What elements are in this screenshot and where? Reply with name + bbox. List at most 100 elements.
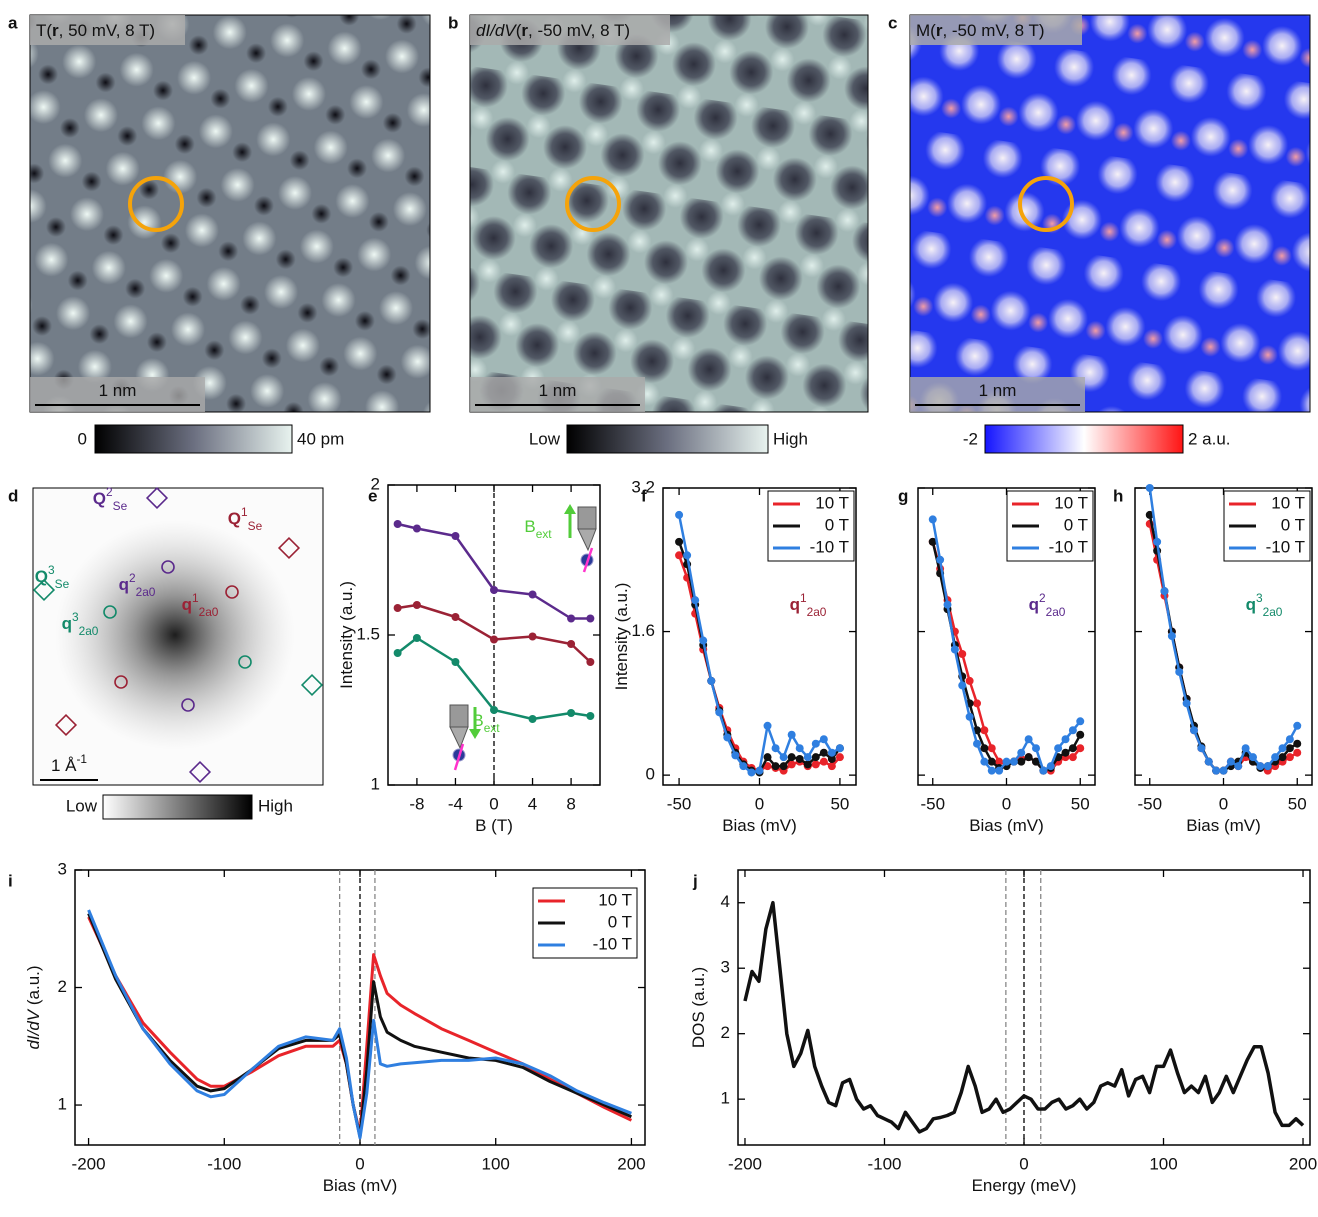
text-part: 2 [106,485,113,499]
text-part: dI/dV [24,1008,43,1049]
data-point [1160,587,1169,596]
x-tick-label: -50 [1137,794,1162,813]
scale-box [470,377,645,412]
y-tick-label: 3.2 [631,477,655,496]
data-point [1068,744,1077,753]
data-point [995,766,1004,775]
data-point [1293,721,1302,730]
x-tick-label: 0 [1219,794,1228,813]
map-title: M(r, -50 mV, 8 T) [916,21,1045,40]
panel-letter: f [641,486,647,505]
x-tick-label: 0 [1019,1154,1028,1173]
data-point [980,757,989,766]
data-point [1271,753,1280,762]
text-part: 1 Å [51,756,77,775]
data-point [691,596,700,605]
data-point [528,715,537,723]
panel-letter: i [8,871,13,890]
data-point [586,658,595,666]
peak-label: q32a0 [62,610,99,638]
legend-label: 0 T [608,912,632,931]
data-point [835,753,844,762]
data-point [1293,748,1302,757]
data-point [787,760,796,769]
data-point [1054,744,1063,753]
panel-letter: a [8,13,18,32]
peak-label: q12a0 [182,591,219,619]
text-part: Bias (mV) [722,816,797,835]
legend-label: 10 T [1271,493,1305,512]
data-point [1241,744,1250,753]
scale-label: 1 nm [99,381,137,400]
data-point [1076,730,1085,739]
data-point [1285,753,1294,762]
annotation: q32a0 [1246,591,1283,619]
data-point [811,753,820,762]
text-part: 2 [1039,591,1046,605]
data-point [393,649,402,657]
stm-map [29,14,431,413]
x-tick-label: -100 [867,1154,901,1173]
y-tick-label: 2 [721,1023,730,1042]
y-tick-label: 2 [58,977,67,996]
colorbar-label: 40 pm [297,429,344,448]
data-point [747,768,756,777]
text-part: T( [36,21,52,40]
data-point [987,744,996,753]
x-tick-label: 4 [528,794,537,813]
y-tick-label: 4 [721,892,730,911]
text-part: 2a0 [136,585,156,599]
data-point [965,712,974,721]
data-point [779,762,788,771]
text-part: q [790,595,800,614]
panel-letter: g [898,486,908,505]
data-point [763,721,772,730]
panel-letter: c [888,13,897,32]
x-tick-label: 0 [355,1154,364,1173]
text-part: 1 nm [99,381,137,400]
data-point [943,600,952,609]
text-part: Bias (mV) [323,1176,398,1195]
data-point [827,754,836,763]
text-part: 3 [48,563,55,577]
data-point [1234,762,1243,771]
annotation: q12a0 [790,591,827,619]
colorbar-label: Low [529,429,561,448]
peak-label: Q1Se [228,505,263,533]
colorbar [984,424,1184,454]
data-point [827,762,836,771]
data-point [490,635,498,644]
data-point [731,751,740,760]
data-point [755,766,764,775]
colorbar-label: 2 a.u. [1188,429,1231,448]
y-tick-label: 2 [371,474,380,493]
text-part: Bias (mV) [969,816,1044,835]
text-part: M( [916,21,936,40]
text-part: , -50 mV, 8 T) [528,21,630,40]
legend-label: 0 T [825,515,849,534]
series-line [677,541,841,774]
colorbar-label: -2 [963,429,978,448]
x-tick-label: -200 [728,1154,762,1173]
panel-letter: e [368,486,377,505]
data-point [795,744,804,753]
legend-label: -10 T [1266,537,1305,556]
data-point [1190,726,1198,735]
tip-icon [564,504,597,573]
text-part: 2 [129,571,136,585]
data-point [958,681,967,690]
data-point [1076,744,1085,753]
text-part: 2a0 [807,605,827,619]
data-point [980,726,989,735]
data-point [779,753,788,762]
data-point [528,632,537,641]
data-point [699,636,708,645]
data-point [1024,735,1033,744]
data-point [451,613,460,621]
data-point [973,699,981,708]
data-point [995,757,1004,766]
data-point [1017,757,1026,766]
x-tick-label: 0 [489,794,498,813]
x-axis-label: Energy (meV) [972,1176,1077,1195]
